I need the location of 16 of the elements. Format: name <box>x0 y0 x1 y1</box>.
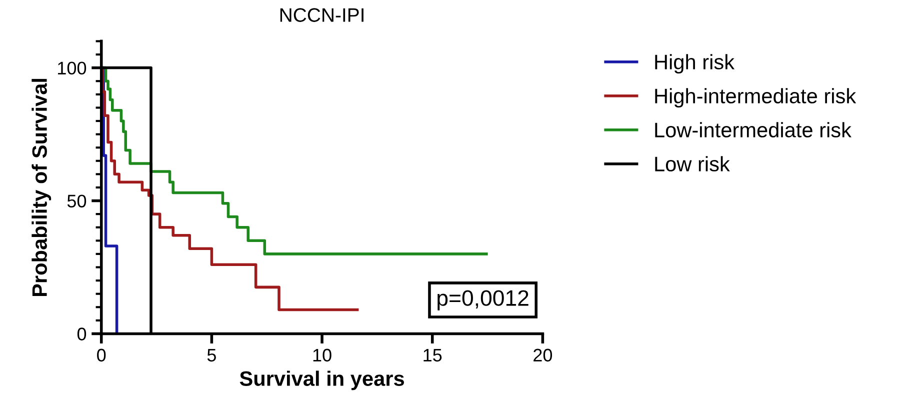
x-tick-label: 15 <box>424 348 442 362</box>
y-tick-label: 50 <box>67 194 86 208</box>
x-tick-label: 20 <box>534 348 552 362</box>
x-tick-label: 10 <box>313 348 332 362</box>
legend-label: High risk <box>655 54 735 74</box>
chart-title: NCCN-IPI <box>280 8 364 22</box>
y-tick-label: 0 <box>77 328 86 340</box>
legend-label: Low-intermediate risk <box>655 122 852 138</box>
x-tick-label: 0 <box>97 348 106 362</box>
legend-label: Low risk <box>655 156 730 172</box>
y-axis-title: Probability of Survival <box>32 78 52 296</box>
legend-label: High-intermediate risk <box>655 88 856 108</box>
x-tick-label: 5 <box>207 348 216 362</box>
x-axis-title: Survival in years <box>240 370 404 390</box>
annotation: p=0,0012 <box>438 290 528 310</box>
y-tick-label: 100 <box>58 62 86 75</box>
